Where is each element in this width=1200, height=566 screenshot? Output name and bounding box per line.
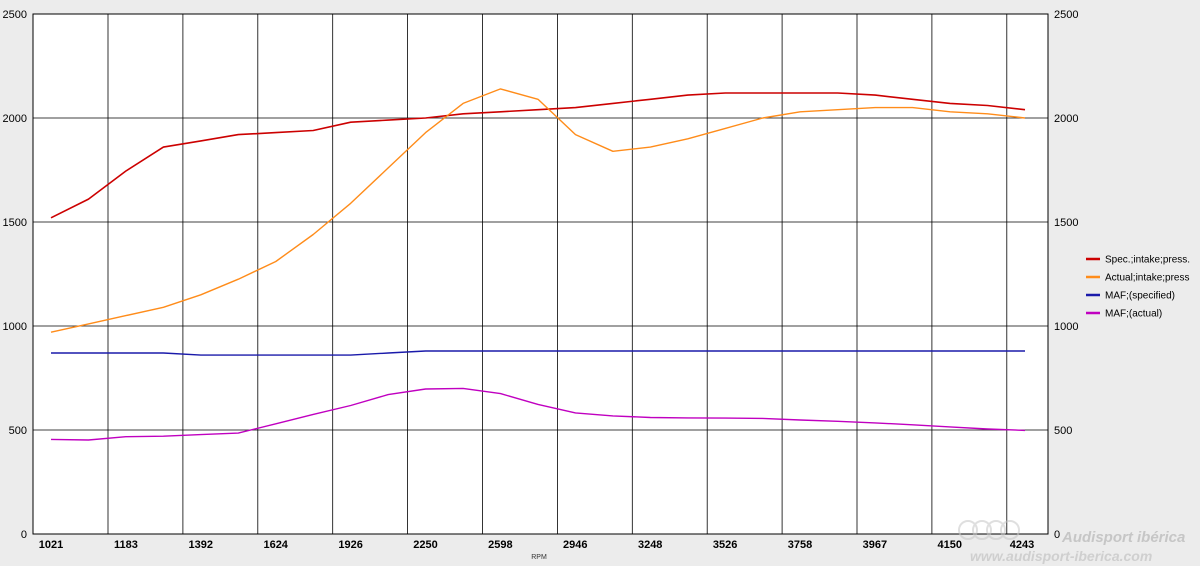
x-axis-label: RPM: [531, 554, 547, 561]
x-tick-label: 1392: [189, 539, 213, 551]
y-tick-label-left: 2000: [3, 113, 27, 125]
series-line-3: [51, 350, 1025, 356]
legend-label: Spec.;intake;press.: [1105, 255, 1190, 266]
legend-label: MAF;(actual): [1105, 309, 1162, 320]
y-axis-right-ticks: 0 500 1000 1500 2000 2500: [1054, 9, 1078, 541]
x-tick-label: 2946: [563, 539, 587, 551]
legend-label: MAF;(specified): [1105, 291, 1175, 302]
y-tick-label-left: 0: [21, 529, 27, 541]
x-tick-label: 1926: [338, 539, 362, 551]
plot-area: [33, 14, 1048, 534]
y-tick-label-right: 2000: [1054, 113, 1078, 125]
horizontal-gridlines: [33, 117, 1048, 431]
x-tick-label: 3967: [863, 539, 887, 551]
y-tick-label-right: 500: [1054, 425, 1072, 437]
x-tick-label: 1183: [114, 539, 138, 551]
x-tick-label: 4150: [938, 539, 962, 551]
y-tick-label-left: 1500: [3, 217, 27, 229]
y-tick-label-left: 2500: [3, 9, 27, 21]
x-tick-label: 1624: [263, 539, 288, 551]
y-tick-label-left: 500: [9, 425, 27, 437]
plot-frame: [32, 13, 1049, 535]
watermark-logo-icon: [958, 520, 1020, 540]
x-tick-label: 4243: [1010, 539, 1034, 551]
watermark-url: www.audisport-iberica.com: [970, 548, 1152, 564]
legend: Spec.;intake;press. Actual;intake;press MA…: [1086, 255, 1190, 320]
y-tick-label-left: 1000: [3, 321, 27, 333]
x-tick-label: 3758: [788, 539, 812, 551]
y-tick-label-right: 1000: [1054, 321, 1078, 333]
series-line-1: [50, 92, 1026, 219]
series-lines: [50, 88, 1026, 441]
x-tick-label: 3248: [638, 539, 662, 551]
watermark: Audisport ibérica www.audisport-iberica.…: [958, 520, 1185, 564]
x-tick-label: 2598: [488, 539, 512, 551]
watermark-brand: Audisport ibérica: [1061, 529, 1185, 546]
legend-label: Actual;intake;press: [1105, 273, 1190, 284]
y-tick-label-right: 2500: [1054, 9, 1078, 21]
y-axis-left-ticks: 0 500 1000 1500 2000 2500: [3, 9, 27, 541]
x-tick-label: 1021: [39, 539, 63, 551]
series-line-2: [50, 88, 1026, 333]
x-axis-ticks: 1021 1183 1392 1624 1926 2250 2598 2946 3248 3526…: [39, 539, 1034, 551]
x-tick-label: 3526: [713, 539, 737, 551]
series-line-4: [50, 387, 1026, 441]
y-tick-label-right: 1500: [1054, 217, 1078, 229]
y-tick-label-right: 0: [1054, 529, 1060, 541]
x-tick-label: 2250: [413, 539, 437, 551]
